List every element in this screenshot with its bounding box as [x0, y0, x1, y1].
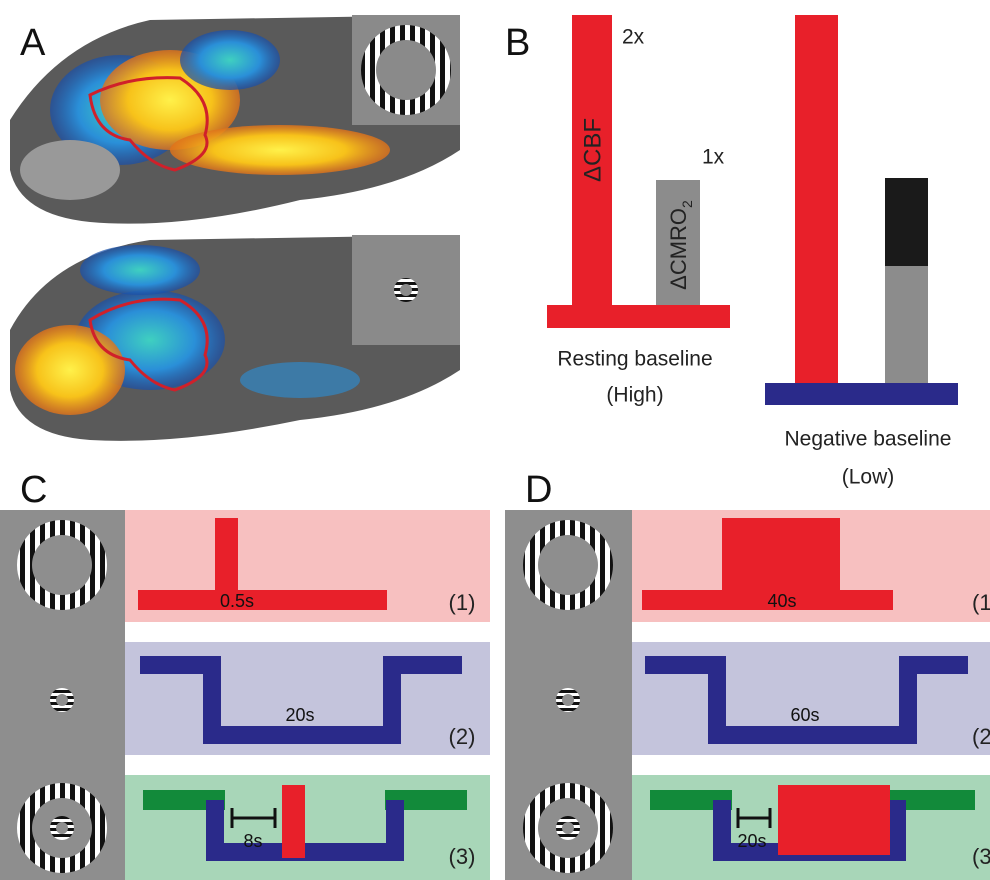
shape — [538, 535, 598, 595]
scale-label: 1x — [702, 146, 725, 169]
shape — [562, 694, 574, 706]
baseline-label: Negative baseline — [785, 428, 952, 451]
cmro-subscript: 2 — [679, 200, 695, 208]
brain-top — [10, 15, 460, 224]
baseline-high — [547, 305, 730, 328]
shape — [722, 518, 840, 598]
panel-d — [505, 510, 990, 880]
duration: 40s — [767, 591, 796, 611]
row-number: (2) — [972, 724, 990, 749]
row-number: (3) — [449, 844, 476, 869]
figure: A B 2x 1x ΔCBF ΔCMRO2 Resting baseline (… — [0, 0, 990, 880]
shape — [15, 325, 125, 415]
cmro-label: ΔCMRO2 — [666, 200, 695, 290]
shape — [32, 535, 92, 595]
shape — [215, 518, 238, 598]
shape — [56, 822, 68, 834]
duration: 20s — [737, 831, 766, 851]
row-number: (2) — [449, 724, 476, 749]
shape — [778, 785, 890, 855]
panel-label: A — [20, 22, 46, 64]
shape — [170, 125, 390, 175]
shape — [562, 822, 574, 834]
baseline-label: Resting baseline — [557, 348, 712, 371]
shape — [240, 362, 360, 398]
shape — [376, 40, 436, 100]
cmro-text: ΔCMRO — [666, 208, 691, 290]
panel-c — [0, 510, 490, 880]
duration: 60s — [790, 705, 819, 725]
duration: 20s — [285, 705, 314, 725]
cmro-bar — [885, 266, 928, 385]
duration: 0.5s — [220, 591, 254, 611]
shape — [138, 590, 387, 610]
cmro-bar-top — [885, 178, 928, 266]
baseline-low — [765, 383, 958, 405]
panel-label: C — [20, 469, 47, 511]
panel-label: D — [525, 469, 552, 511]
row-number: (1) — [449, 590, 476, 615]
shape — [282, 785, 305, 858]
baseline-level: (Low) — [842, 466, 895, 489]
baseline-level: (High) — [606, 384, 663, 407]
row-number: (1) — [972, 590, 990, 615]
shape — [20, 140, 120, 200]
duration: 8s — [243, 831, 262, 851]
shape — [56, 694, 68, 706]
brain-bottom — [10, 235, 460, 441]
cbf-label: ΔCBF — [579, 118, 606, 182]
scale-label: 2x — [622, 26, 645, 49]
shape — [180, 30, 280, 90]
cbf-bar — [795, 15, 838, 385]
shape — [80, 245, 200, 295]
row-number: (3) — [972, 844, 990, 869]
shape — [400, 284, 412, 296]
panel-label: B — [505, 22, 530, 64]
